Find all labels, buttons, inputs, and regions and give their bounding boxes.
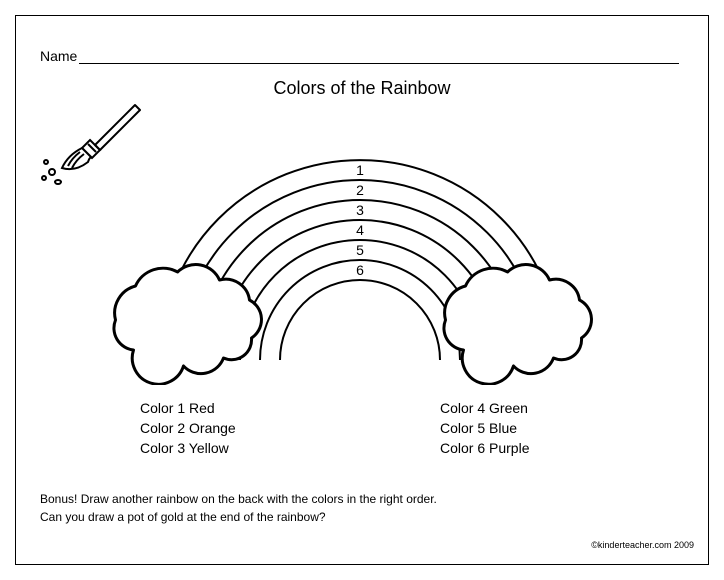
bonus-line-2: Can you draw a pot of gold at the end of… (40, 508, 437, 526)
footer-copyright: ©kinderteacher.com 2009 (591, 540, 694, 550)
bonus-line-1: Bonus! Draw another rainbow on the back … (40, 490, 437, 508)
bonus-text: Bonus! Draw another rainbow on the back … (40, 490, 437, 526)
name-label: Name (40, 48, 77, 64)
legend-col-left: Color 1 Red Color 2 Orange Color 3 Yello… (140, 400, 440, 456)
name-line (79, 50, 679, 64)
svg-text:1: 1 (356, 162, 364, 178)
color-legend: Color 1 Red Color 2 Orange Color 3 Yello… (140, 400, 624, 456)
name-row: Name (40, 48, 679, 64)
svg-text:6: 6 (356, 262, 364, 278)
legend-item: Color 5 Blue (440, 420, 530, 436)
legend-item: Color 4 Green (440, 400, 530, 416)
svg-text:5: 5 (356, 242, 364, 258)
legend-item: Color 6 Purple (440, 440, 530, 456)
legend-item: Color 1 Red (140, 400, 440, 416)
legend-item: Color 2 Orange (140, 420, 440, 436)
svg-text:2: 2 (356, 182, 364, 198)
svg-text:4: 4 (356, 222, 364, 238)
legend-col-right: Color 4 Green Color 5 Blue Color 6 Purpl… (440, 400, 530, 456)
rainbow-diagram: 1 2 3 4 5 6 (80, 95, 640, 375)
svg-text:3: 3 (356, 202, 364, 218)
legend-item: Color 3 Yellow (140, 440, 440, 456)
